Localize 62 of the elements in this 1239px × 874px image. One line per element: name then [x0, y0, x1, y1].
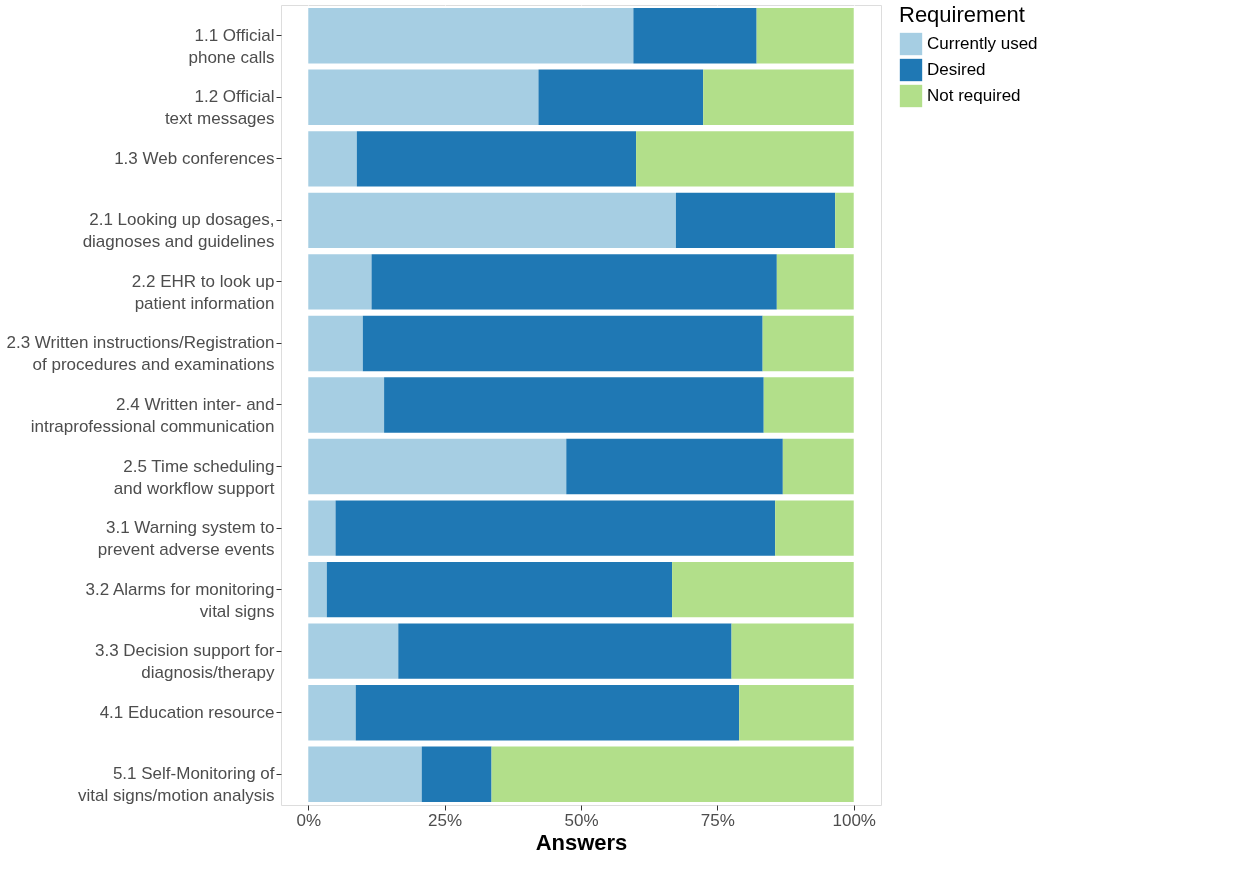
y-tick-label: 3.1 Warning system to prevent adverse events — [97, 518, 275, 560]
y-tick-label: 2.5 Time scheduling and workflow support — [113, 456, 275, 498]
x-tick-label: 100% — [832, 810, 876, 830]
bar — [355, 685, 740, 741]
bar — [356, 131, 637, 187]
bar — [762, 315, 854, 372]
bar — [362, 315, 763, 372]
y-tick-label: 1.3 Web conferences — [114, 148, 275, 168]
bar — [672, 561, 854, 618]
bar — [335, 500, 776, 556]
y-tick-label: 4.1 Education resource — [99, 702, 275, 722]
bar — [703, 69, 854, 125]
bar — [308, 438, 567, 495]
y-tick-label: 3.3 Decision support for diagnosis/therapy — [94, 641, 275, 683]
y-tick-label: 2.2 EHR to look up patient information — [131, 271, 275, 313]
x-tick-label: 0% — [296, 810, 322, 830]
bar — [308, 685, 356, 741]
bar — [326, 561, 673, 618]
x-tick-label: 75% — [700, 810, 735, 830]
legend-label: Currently used — [927, 34, 1038, 53]
bar — [776, 254, 854, 310]
bar — [739, 685, 854, 741]
y-tick-label: 2.3 Written instructions/Registration of procedures and examinations — [6, 333, 275, 375]
bar — [398, 623, 732, 679]
bar — [308, 561, 327, 618]
bar — [371, 254, 777, 310]
bar — [731, 623, 854, 679]
bar — [308, 192, 676, 249]
y-tick-label: 3.2 Alarms for monitoring vital signs — [85, 579, 275, 621]
bar — [308, 315, 363, 372]
bar — [491, 746, 854, 802]
bar — [308, 254, 372, 310]
bar — [384, 377, 764, 433]
bar — [756, 8, 854, 64]
bar — [421, 746, 492, 802]
bar — [308, 746, 422, 802]
y-tick-label: 1.2 Official text messages — [164, 87, 275, 129]
bar — [775, 500, 854, 556]
y-tick-label: 5.1 Self-Monitoring of vital signs/motion analysis — [77, 764, 275, 806]
legend-label: Not required — [927, 86, 1021, 105]
legend-title: Requirement — [899, 2, 1025, 27]
bar — [308, 8, 634, 64]
bar — [308, 500, 336, 556]
y-tick-label: 2.4 Written inter- and intraprofessional communication — [30, 395, 275, 436]
bar — [636, 131, 854, 187]
bar — [308, 377, 385, 433]
bar — [308, 69, 539, 125]
legend-label: Desired — [927, 60, 986, 79]
bar — [675, 192, 836, 249]
x-tick-label: 50% — [564, 810, 599, 830]
x-axis-title: Answers — [535, 829, 628, 855]
bar — [763, 377, 854, 433]
bar — [308, 131, 357, 187]
x-tick-label: 25% — [428, 810, 463, 830]
bar — [633, 8, 757, 64]
y-tick-label: 1.1 Official phone calls — [188, 25, 275, 67]
bar — [782, 438, 854, 495]
bar — [566, 438, 783, 495]
bar — [308, 623, 399, 679]
bar — [835, 192, 854, 249]
y-tick-label: 2.1 Looking up dosages, diagnoses and guidelines — [82, 210, 275, 252]
bar — [538, 69, 704, 125]
